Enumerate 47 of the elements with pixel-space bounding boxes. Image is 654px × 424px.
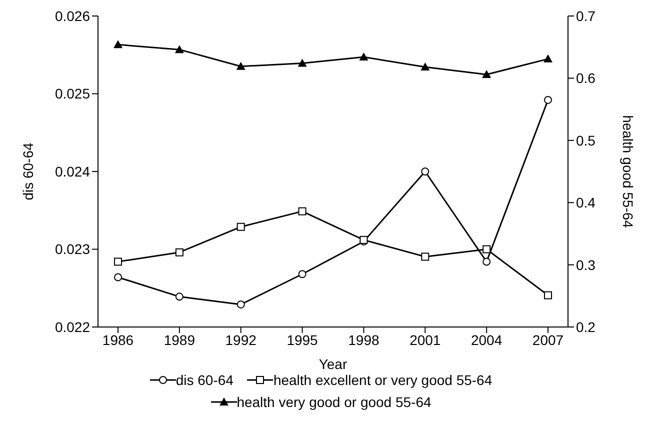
point [236,222,245,231]
point [175,248,184,256]
point [114,273,122,282]
point [114,258,122,266]
x-tick-label: 2007 [532,332,564,348]
x-tick-label: 1995 [286,332,318,348]
y2-tick-label: 0.7 [576,8,596,24]
point [174,45,184,54]
x-tick-label: 1989 [164,332,196,348]
point [114,40,122,48]
y-tick-label: 0.026 [54,8,90,24]
y2-tick-label: 0.5 [576,132,596,148]
y2-tick-label: 0.2 [576,318,596,335]
y-tick-label: 0.023 [54,241,90,258]
y2-tick-label: 0.6 [576,70,596,86]
point [298,58,307,67]
point [482,258,491,266]
point [175,292,184,301]
y2-tick-label: 0.3 [576,256,596,273]
point [544,291,552,300]
point [421,252,430,261]
x-axis-title: Year [318,356,348,372]
x-tick-label: 1992 [225,332,257,348]
y-tick-label: 0.022 [54,318,90,335]
point [482,245,491,254]
point [482,70,492,78]
y2-tick-label: 0.4 [576,194,596,211]
y-axis-title: dis 60-64 [20,142,36,200]
point [359,52,368,61]
point [298,207,306,216]
point [544,96,552,104]
legend-label: health excellent or very good 55-64 [272,371,492,390]
y2-axis-title: health good 55-64 [620,115,636,228]
point [420,62,430,71]
y-tick-label: 0.025 [54,86,90,102]
x-tick-label: 2004 [470,332,502,348]
point [236,62,246,70]
x-tick-label: 2001 [410,332,441,348]
legend-label: health very good or good 55-64 [236,393,432,412]
point [298,270,306,278]
point [236,300,245,308]
point [544,54,552,62]
point [421,168,430,176]
y-tick-label: 0.024 [54,163,90,180]
x-tick-label: 1998 [348,332,380,348]
legend-label: dis 60-64 [174,371,234,390]
x-tick-label: 1986 [102,332,134,348]
